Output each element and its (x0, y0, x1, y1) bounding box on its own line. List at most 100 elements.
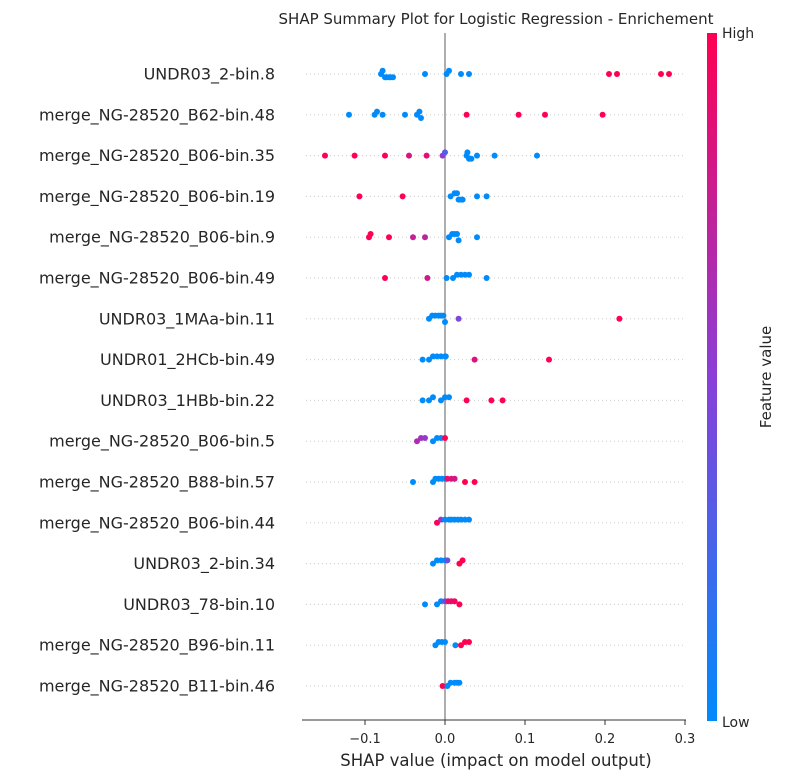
feature-label: merge_NG-28520_B96-bin.11 (39, 636, 275, 656)
shap-point (614, 71, 620, 77)
shap-point (447, 193, 454, 200)
shap-point (419, 356, 426, 363)
shap-point (491, 152, 498, 159)
shap-point (446, 394, 452, 401)
shap-point (546, 356, 552, 363)
shap-point (534, 152, 540, 159)
shap-point (430, 560, 436, 567)
shap-point (446, 67, 452, 74)
shap-point (666, 71, 672, 77)
colorbar-high-label: High (722, 26, 754, 42)
shap-point (390, 74, 396, 81)
shap-point (464, 149, 471, 156)
shap-point (616, 315, 623, 322)
shap-point (459, 557, 466, 564)
shap-point (416, 108, 423, 115)
shap-point (442, 319, 448, 325)
shap-point (463, 111, 470, 118)
shap-point (456, 679, 463, 686)
shap-point (374, 108, 380, 115)
shap-point (426, 356, 432, 363)
shap-point (382, 152, 388, 159)
feature-label: UNDR01_2HCb-bin.49 (100, 350, 275, 370)
shap-point (450, 275, 456, 281)
feature-label: merge_NG-28520_B88-bin.57 (39, 473, 275, 493)
shap-point (458, 71, 464, 77)
shap-point (451, 598, 458, 605)
x-tick-label: 0.1 (515, 732, 536, 747)
shap-points (322, 67, 672, 689)
shap-point (430, 394, 436, 401)
x-tick-label: 0.2 (595, 732, 616, 747)
shap-point (438, 397, 444, 404)
shap-point (410, 479, 416, 485)
shap-point (424, 275, 431, 281)
colorbar (707, 33, 717, 721)
shap-point (658, 71, 664, 77)
shap-point (542, 111, 548, 118)
shap-point (386, 234, 392, 241)
shap-point (488, 397, 495, 404)
feature-label: UNDR03_2-bin.34 (133, 554, 275, 574)
shap-point (422, 234, 428, 241)
x-tick-label: −0.1 (349, 732, 381, 747)
shap-point (463, 397, 470, 404)
feature-label: UNDR03_1HBb-bin.22 (100, 391, 275, 411)
shap-point (439, 683, 446, 689)
shap-point (406, 152, 412, 159)
colorbar-title: Feature value (757, 326, 775, 428)
shap-point (382, 275, 388, 281)
shap-point (474, 234, 480, 241)
shap-point (471, 479, 478, 485)
shap-point (442, 639, 448, 645)
feature-label: merge_NG-28520_B62-bin.48 (39, 105, 275, 125)
feature-label: UNDR03_2-bin.8 (144, 65, 275, 85)
shap-point (466, 516, 472, 523)
shap-point (606, 71, 612, 77)
shap-point (515, 111, 522, 118)
feature-label: UNDR03_1MAa-bin.11 (99, 309, 275, 329)
shap-point (367, 231, 374, 237)
shap-point (454, 231, 460, 237)
shap-point (422, 435, 428, 441)
shap-point (466, 271, 472, 278)
x-tick-label: 0.3 (675, 732, 696, 747)
shap-point (455, 315, 462, 322)
colorbar-low-label: Low (722, 715, 750, 731)
shap-point (451, 475, 458, 482)
feature-label: UNDR03_78-bin.10 (123, 595, 275, 615)
shap-point (423, 152, 430, 159)
shap-point (599, 111, 606, 118)
shap-point (462, 479, 468, 485)
shap-point (444, 557, 451, 564)
shap-point (474, 152, 480, 159)
shap-point (466, 639, 472, 645)
shap-point (402, 111, 408, 118)
feature-label: merge_NG-28520_B06-bin.9 (49, 228, 275, 248)
shap-point (443, 275, 450, 281)
shap-point (456, 601, 463, 608)
shap-point (442, 353, 449, 360)
shap-point (483, 275, 490, 281)
shap-point (422, 71, 428, 77)
shap-point (483, 193, 490, 200)
shap-point (474, 193, 480, 200)
shap-point (422, 601, 428, 608)
shap-point (458, 642, 464, 649)
shap-point (419, 397, 426, 404)
feature-row-guides (306, 73, 686, 687)
shap-point (442, 435, 448, 441)
shap-point (346, 111, 352, 118)
shap-point (468, 155, 475, 162)
shap-point (455, 237, 462, 244)
shap-point (452, 642, 459, 649)
chart-title: SHAP Summary Plot for Logistic Regressio… (279, 10, 714, 28)
feature-labels: UNDR03_2-bin.8 merge_NG-28520_B62-bin.48m… (39, 65, 275, 697)
shap-point (410, 234, 416, 241)
shap-point (499, 397, 506, 404)
shap-point (434, 519, 440, 526)
shap-point (351, 152, 358, 159)
shap-point (471, 356, 478, 363)
shap-point (466, 71, 472, 77)
x-axis-ticks: −0.1 0.0 0.1 0.2 0.3 (349, 720, 695, 747)
